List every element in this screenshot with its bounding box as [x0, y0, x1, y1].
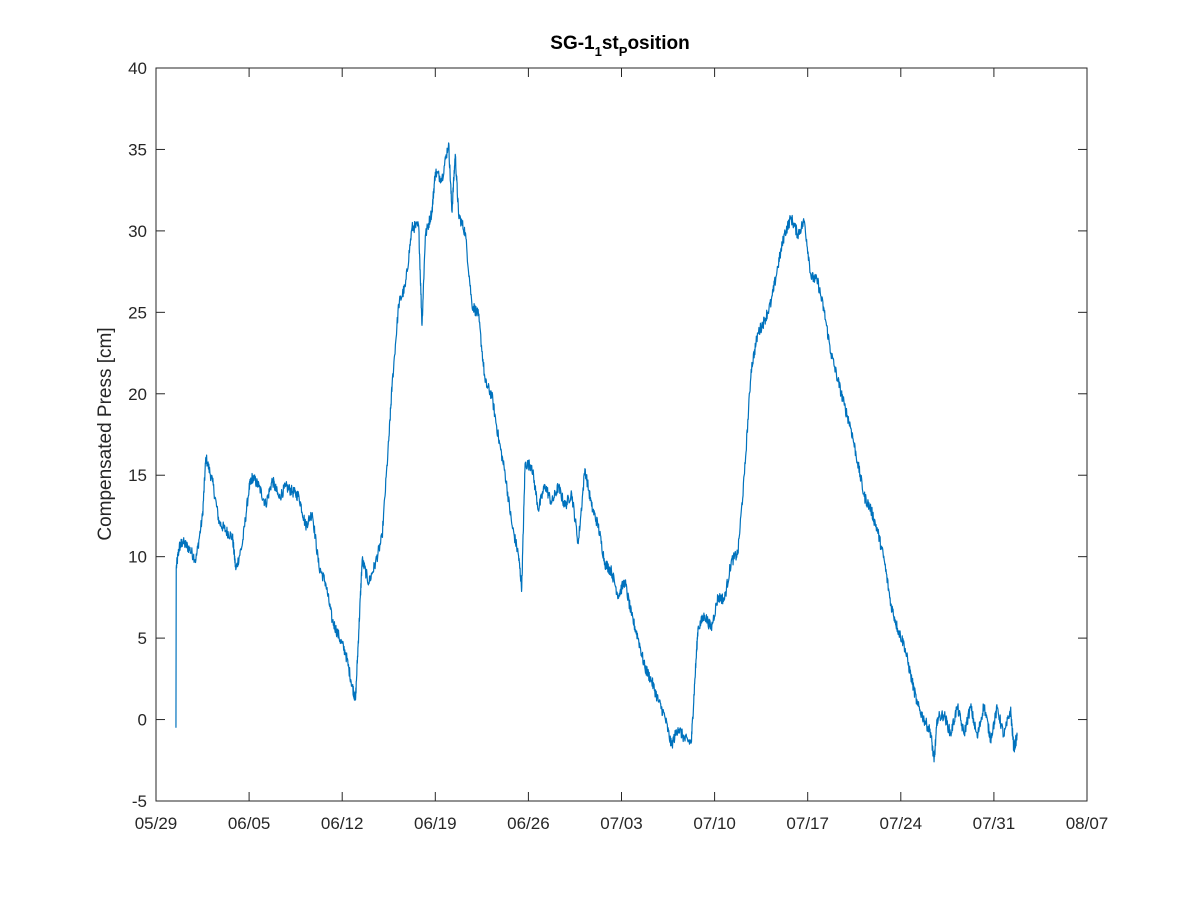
y-tick-label: 35 [128, 140, 147, 159]
series-line [175, 142, 1018, 763]
y-tick-label: 40 [128, 59, 147, 78]
x-tick-label: 08/07 [1066, 814, 1109, 833]
chart-title: SG-11stPosition [550, 33, 689, 59]
x-tick-label: 07/17 [786, 814, 829, 833]
x-tick-label: 06/05 [228, 814, 271, 833]
x-tick-label: 07/24 [880, 814, 923, 833]
y-axis-label: Compensated Press [cm] [95, 327, 116, 540]
x-axis: 05/29 06/05 06/12 06/19 06/26 07/03 07/10 07/17… [135, 68, 1109, 833]
y-tick-label: -5 [132, 792, 147, 811]
y-axis: -5 0 5 10 15 20 25 30 35 40 [128, 59, 1087, 811]
x-tick-label: 07/31 [973, 814, 1016, 833]
plot-background [156, 68, 1087, 801]
x-tick-label: 06/26 [507, 814, 550, 833]
y-tick-label: 10 [128, 548, 147, 567]
y-tick-label: 20 [128, 385, 147, 404]
title-subscript-2: P [619, 44, 628, 59]
y-tick-label: 15 [128, 466, 147, 485]
x-tick-label: 07/03 [600, 814, 643, 833]
y-tick-label: 25 [128, 303, 147, 322]
x-tick-label: 06/12 [321, 814, 364, 833]
plot-area [155, 67, 1088, 802]
x-tick-label: 05/29 [135, 814, 178, 833]
y-tick-label: 30 [128, 222, 147, 241]
x-tick-label: 07/10 [693, 814, 736, 833]
y-tick-label: 0 [138, 711, 147, 730]
y-tick-label: 5 [138, 629, 147, 648]
x-tick-label: 06/19 [414, 814, 457, 833]
title-subscript-1: 1 [595, 44, 602, 59]
